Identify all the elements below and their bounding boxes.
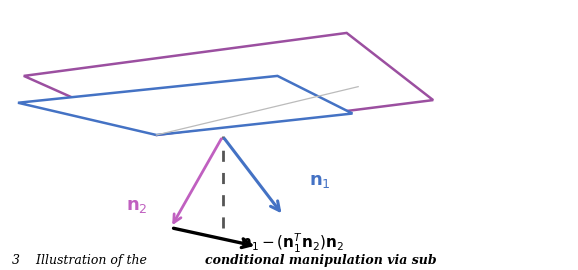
Text: $\mathbf{n}_2$: $\mathbf{n}_2$ — [126, 197, 148, 215]
Polygon shape — [24, 33, 433, 135]
Polygon shape — [18, 76, 353, 135]
Text: $\mathbf{n}_1 - (\mathbf{n}_1^T\mathbf{n}_2)\mathbf{n}_2$: $\mathbf{n}_1 - (\mathbf{n}_1^T\mathbf{n… — [240, 231, 344, 255]
Text: $\mathbf{n}_1$: $\mathbf{n}_1$ — [309, 172, 331, 190]
Text: conditional manipulation via sub: conditional manipulation via sub — [205, 254, 437, 266]
Text: 3    Illustration of the: 3 Illustration of the — [12, 254, 151, 266]
